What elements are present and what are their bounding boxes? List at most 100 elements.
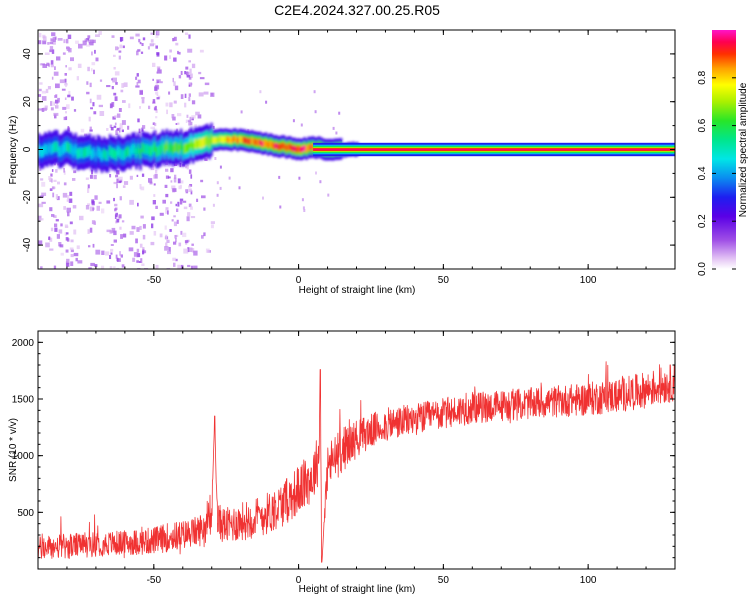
y-tick-label: 2000 <box>12 338 35 349</box>
speckle-cell <box>119 226 122 230</box>
track-cell <box>102 148 106 159</box>
track-cell <box>123 149 126 160</box>
track-cell <box>50 144 53 155</box>
speckle-cell <box>53 161 56 166</box>
speckle-cell <box>191 115 196 119</box>
speckle-cell <box>89 267 91 269</box>
speckle-cell <box>150 39 154 43</box>
speckle-cell <box>165 175 169 179</box>
speckle-cell <box>57 38 63 41</box>
speckle-cell <box>121 129 124 133</box>
speckle-cell <box>56 196 60 201</box>
speckle-cell <box>111 78 113 81</box>
speckle-cell <box>278 175 281 179</box>
speckle-cell <box>73 109 77 112</box>
speckle-cell <box>173 36 177 41</box>
track-cell <box>108 146 112 156</box>
speckle-cell <box>335 131 338 135</box>
speckle-cell <box>182 232 187 238</box>
track-cell <box>72 147 75 158</box>
speckle-cell <box>180 230 183 235</box>
spectrogram-marks <box>38 30 675 269</box>
speckle-cell <box>119 251 121 256</box>
speckle-cell <box>265 100 268 104</box>
speckle-cell <box>214 157 217 160</box>
speckle-cell <box>49 41 54 45</box>
speckle-cell <box>142 250 145 255</box>
speckle-cell <box>45 242 50 248</box>
track-cell <box>261 140 264 148</box>
speckle-cell <box>141 43 144 46</box>
speckle-cell <box>172 38 175 42</box>
speckle-cell <box>138 261 142 263</box>
speckle-cell <box>170 180 173 183</box>
speckle-cell <box>137 79 141 84</box>
speckle-cell <box>51 76 54 80</box>
speckle-cell <box>51 186 55 190</box>
speckle-cell <box>87 229 90 234</box>
speckle-cell <box>49 248 54 251</box>
track-cell <box>44 143 47 154</box>
track-cell <box>228 136 231 143</box>
speckle-cell <box>140 215 144 219</box>
speckle-cell <box>128 247 134 252</box>
speckle-cell <box>89 82 92 88</box>
speckle-cell <box>49 49 52 53</box>
speckle-cell <box>159 212 164 216</box>
speckle-cell <box>68 198 73 203</box>
speckle-cell <box>118 50 122 53</box>
speckle-cell <box>119 196 122 201</box>
speckle-cell <box>156 30 160 35</box>
speckle-cell <box>191 248 195 253</box>
speckle-cell <box>42 36 47 42</box>
speckle-cell <box>77 63 82 68</box>
speckle-cell <box>56 103 58 107</box>
track-cell <box>281 142 284 150</box>
speckle-cell <box>219 186 222 190</box>
speckle-cell <box>51 32 56 37</box>
speckle-cell <box>111 35 115 38</box>
speckle-cell <box>141 99 145 104</box>
speckle-cell <box>47 42 50 45</box>
speckle-cell <box>204 158 208 161</box>
speckle-cell <box>54 66 56 70</box>
track-cell <box>210 134 213 145</box>
track-cell <box>70 144 73 155</box>
speckle-cell <box>153 183 156 186</box>
speckle-cell <box>85 177 89 180</box>
speckle-cell <box>56 234 60 239</box>
speckle-cell <box>77 260 83 264</box>
speckle-cell <box>114 115 117 118</box>
track-cell <box>90 149 94 160</box>
speckle-cell <box>117 47 120 50</box>
speckle-cell <box>67 127 71 132</box>
speckle-cell <box>191 100 196 105</box>
speckle-cell <box>41 201 46 204</box>
track-cell <box>88 145 92 156</box>
track-cell <box>212 137 215 144</box>
speckle-cell <box>54 227 58 232</box>
track-cell <box>299 146 302 153</box>
speckle-cell <box>188 93 191 97</box>
track-cell <box>252 138 256 146</box>
speckle-cell <box>38 215 42 221</box>
speckle-cell <box>154 163 156 167</box>
speckle-cell <box>41 90 46 94</box>
y-tick-label: -20 <box>22 190 33 205</box>
speckle-cell <box>92 102 95 107</box>
speckle-cell <box>184 93 187 98</box>
track-cell <box>98 148 102 159</box>
colorbar: 0.0 0.2 0.4 0.6 0.8 Normalized spectral ampl… <box>697 30 749 276</box>
speckle-cell <box>63 39 66 44</box>
speckle-cell <box>184 32 189 35</box>
speckle-cell <box>109 124 113 128</box>
speckle-cell <box>68 48 72 53</box>
speckle-cell <box>187 264 191 268</box>
speckle-cell <box>155 45 158 49</box>
speckle-cell <box>120 234 123 239</box>
speckle-cell <box>88 41 94 46</box>
speckle-cell <box>78 43 83 49</box>
track-cell <box>139 148 142 159</box>
speckle-cell <box>39 195 44 198</box>
track-cell <box>167 144 171 154</box>
